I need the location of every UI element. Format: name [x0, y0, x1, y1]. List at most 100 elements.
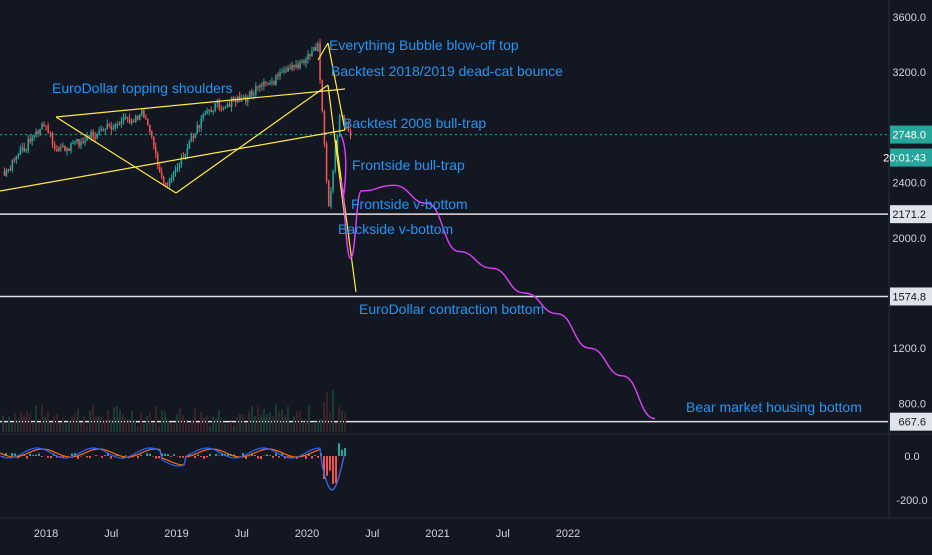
volume-bar [203, 417, 205, 432]
candle-body [324, 111, 326, 144]
macd-histogram-bar [86, 456, 88, 458]
candle-body [149, 125, 151, 132]
candle-body [125, 117, 127, 118]
candle-body [145, 117, 147, 118]
x-tick-label: 2022 [556, 528, 580, 540]
candle-body [257, 86, 259, 87]
candle-body [135, 116, 137, 122]
candle-body [33, 135, 35, 137]
candle-body [328, 181, 330, 206]
candle-body [110, 126, 112, 129]
y-tick-label: 3200.0 [892, 67, 926, 79]
candle-body [98, 130, 100, 134]
volume-bar [329, 412, 331, 432]
candle-body [14, 160, 16, 161]
annotation-label: Bear market housing bottom [686, 399, 862, 415]
candle-body [193, 136, 195, 137]
volume-bar [185, 420, 187, 432]
candle-body [62, 146, 64, 148]
volume-bar [245, 423, 247, 432]
macd-histogram-bar [149, 454, 151, 456]
volume-bar [5, 423, 7, 432]
macd-histogram-bar [101, 456, 103, 458]
candle-body [41, 124, 43, 129]
macd-histogram-bar [209, 454, 211, 456]
candle-body [47, 126, 49, 133]
volume-bar [143, 424, 145, 432]
candle-body [19, 149, 21, 155]
volume-bar [323, 402, 325, 432]
candle-body [129, 119, 131, 124]
y-tick-label: 2400.0 [892, 178, 926, 190]
candle-body [229, 104, 231, 107]
volume-bar [236, 416, 238, 432]
macd-histogram-bar [35, 455, 37, 456]
volume-bar [254, 416, 256, 432]
macd-histogram-bar [203, 456, 205, 459]
candle-body [4, 171, 6, 175]
candle-body [299, 63, 301, 68]
candle-body [251, 91, 253, 95]
x-tick-label: Jul [365, 528, 379, 540]
annotation-label: Backside v-bottom [338, 221, 453, 237]
candle-body [56, 149, 58, 151]
volume-bar [275, 405, 277, 432]
candle-body [8, 169, 10, 170]
candle-body [78, 139, 80, 146]
volume-bar [326, 393, 328, 432]
volume-bar [299, 411, 301, 432]
macd-histogram-bar [164, 454, 166, 456]
macd-histogram-bar [194, 456, 196, 458]
candle-body [279, 72, 281, 76]
candle-body [313, 47, 315, 51]
volume-bar [341, 410, 343, 432]
candle-body [223, 108, 225, 110]
candle-body [263, 82, 265, 86]
macd-histogram-bar [173, 454, 175, 456]
candle-body [96, 134, 98, 138]
volume-bar [173, 424, 175, 432]
volume-bar [179, 407, 181, 432]
volume-bar [62, 418, 64, 432]
volume-bar [284, 415, 286, 432]
volume-bar [305, 419, 307, 432]
candle-body [92, 132, 94, 137]
volume-bar [164, 411, 166, 432]
volume-bar [110, 420, 112, 432]
candle-body [16, 156, 18, 160]
candle-body [269, 83, 271, 84]
candle-body [265, 82, 267, 83]
annotation-label: Everything Bubble blow-off top [329, 37, 519, 53]
volume-bar [266, 414, 268, 432]
level-label-1574: 1574.8 [892, 291, 926, 303]
macd-histogram-bar [200, 456, 202, 457]
volume-bar [35, 405, 37, 432]
candle-body [181, 157, 183, 164]
macd-histogram-bar [278, 456, 280, 458]
candle-body [123, 117, 125, 121]
volume-bar [77, 409, 79, 432]
volume-bar [230, 422, 232, 432]
macd-histogram-bar [167, 454, 169, 456]
candle-body [119, 124, 121, 125]
macd-histogram-bar [341, 450, 343, 456]
volume-bar [248, 411, 250, 432]
macd-histogram-bar [47, 456, 49, 458]
volume-bar [89, 411, 91, 432]
candle-body [267, 83, 269, 84]
candle-body [131, 121, 133, 123]
volume-bar [137, 426, 139, 432]
candle-body [187, 149, 189, 154]
candle-body [45, 126, 47, 127]
candle-body [332, 171, 334, 191]
candle-body [159, 167, 161, 172]
macd-histogram-bar [50, 456, 52, 458]
volume-bar [155, 406, 157, 432]
candle-body [305, 59, 307, 63]
candle-body [235, 100, 237, 103]
candle-body [275, 75, 277, 85]
volume-bar [86, 425, 88, 432]
candle-body [54, 145, 56, 150]
volume-bar [314, 422, 316, 432]
